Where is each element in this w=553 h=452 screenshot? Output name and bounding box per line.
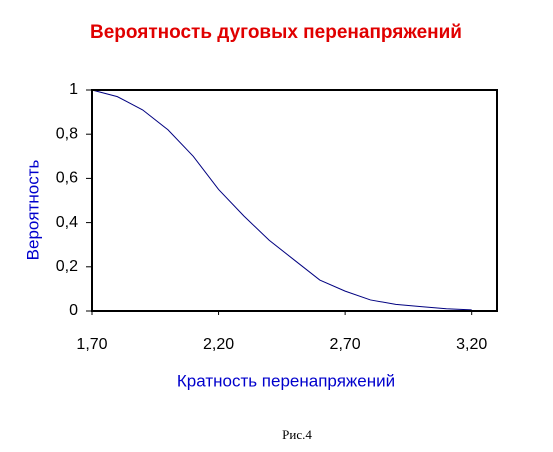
y-tick-label: 0 bbox=[69, 302, 78, 319]
y-axis-label: Вероятность bbox=[23, 160, 42, 261]
data-line bbox=[91, 89, 472, 311]
plot-frame bbox=[91, 89, 498, 312]
y-tick-label: 1 bbox=[69, 81, 78, 98]
chart-title: Вероятность дуговых перенапряжений bbox=[90, 22, 462, 43]
x-tick-label: 2,70 bbox=[330, 336, 361, 353]
x-tick-label: 2,20 bbox=[203, 336, 234, 353]
x-tick-label: 1,70 bbox=[76, 336, 107, 353]
x-tick-label: 3,20 bbox=[456, 336, 487, 353]
y-tick-label: 0,2 bbox=[56, 258, 78, 275]
y-tick-label: 0,6 bbox=[56, 170, 78, 187]
y-tick-label: 0,4 bbox=[56, 214, 78, 231]
caption: Рис.4 bbox=[282, 427, 312, 442]
y-tick-label: 0,8 bbox=[56, 125, 78, 142]
x-axis-label: Кратность перенапряжений bbox=[177, 371, 395, 390]
